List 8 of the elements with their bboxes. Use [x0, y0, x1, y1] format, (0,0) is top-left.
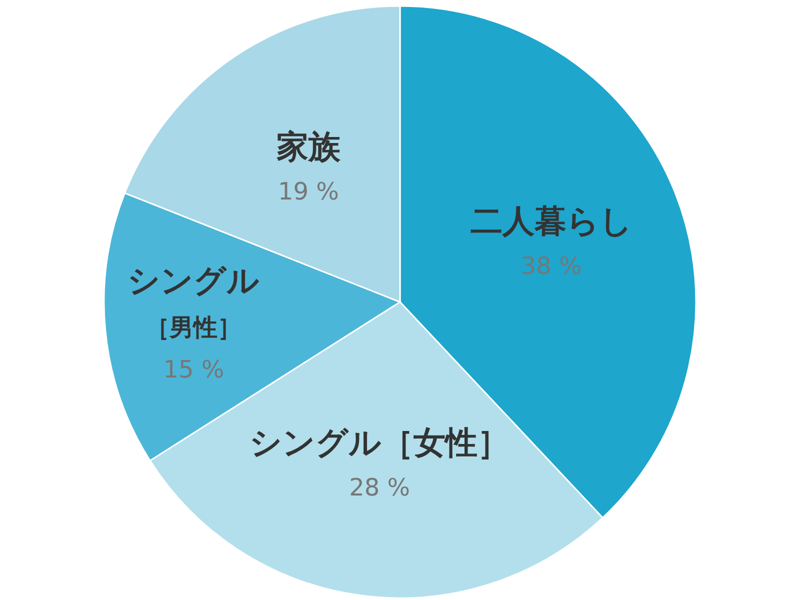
data-label: 28 %: [349, 474, 410, 502]
slice-label: 二人暮らし: [470, 202, 632, 240]
data-label: 19 %: [278, 177, 339, 206]
slice-label: 家族: [276, 127, 342, 166]
slice-label: シングル［女性］: [250, 424, 510, 462]
slice-label: シングル［男性］: [128, 262, 260, 342]
data-label: 15 %: [163, 356, 224, 384]
data-label: 38 %: [520, 252, 582, 280]
